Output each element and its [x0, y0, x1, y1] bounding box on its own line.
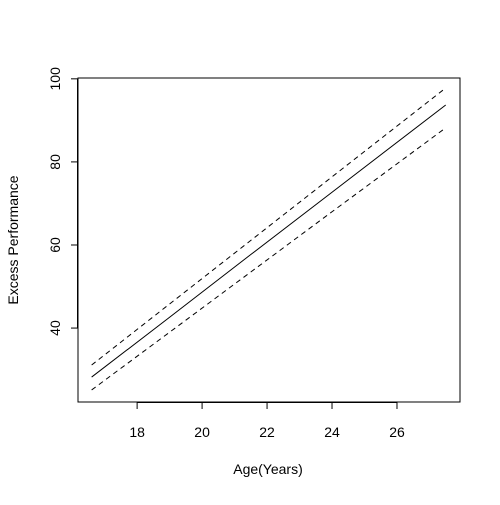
y-axis-title: Excess Performance — [5, 175, 21, 304]
x-axis-title: Age(Years) — [233, 461, 303, 477]
x-tick-label: 20 — [194, 424, 210, 440]
x-tick-label: 26 — [389, 424, 405, 440]
series-line — [91, 104, 447, 378]
y-tick-label: 80 — [47, 154, 63, 170]
x-tick-label: 18 — [129, 424, 145, 440]
series-line — [91, 87, 447, 366]
x-tick-label: 22 — [259, 424, 275, 440]
y-tick-label: 40 — [47, 320, 63, 336]
series-line — [91, 127, 447, 391]
x-tick-label: 24 — [324, 424, 340, 440]
y-tick-label: 100 — [47, 67, 63, 91]
y-tick-label: 60 — [47, 237, 63, 253]
